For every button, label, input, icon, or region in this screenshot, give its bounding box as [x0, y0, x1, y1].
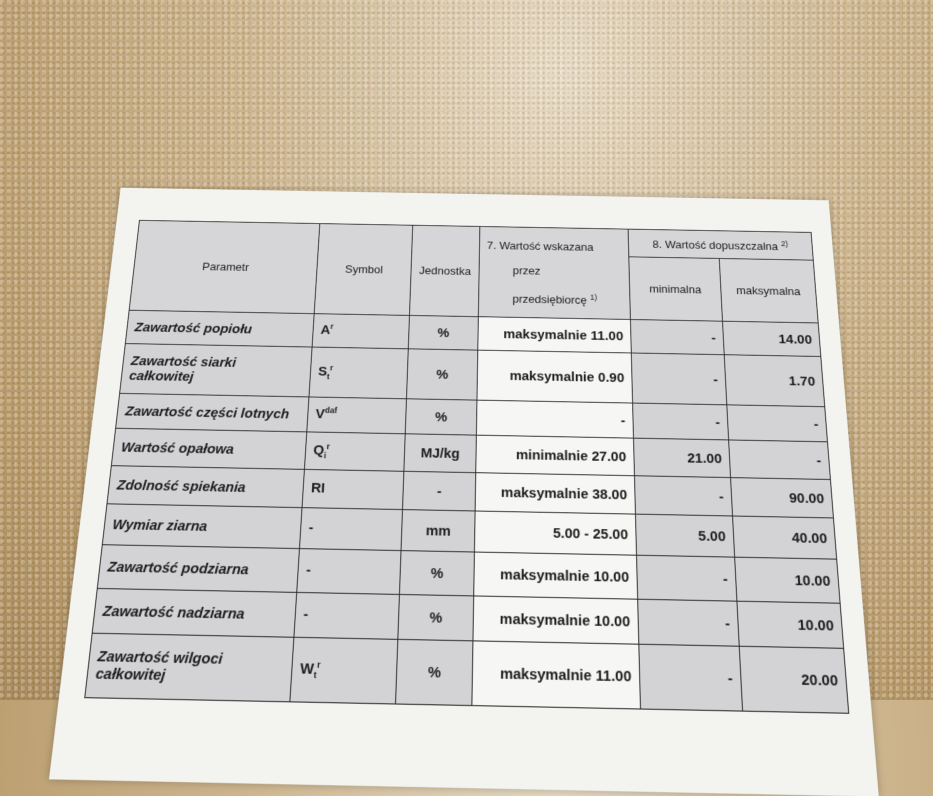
- parameter-name: Zawartość nadziarna: [92, 589, 297, 638]
- max-value: 10.00: [737, 601, 844, 648]
- header-jednostka: Jednostka: [409, 225, 479, 317]
- min-value: -: [633, 403, 729, 440]
- parameter-name: Wymiar ziarna: [102, 504, 302, 549]
- symbol-base: RI: [311, 480, 326, 496]
- min-value: -: [631, 353, 727, 405]
- declared-value: maksymalnie 38.00: [475, 473, 635, 514]
- symbol: -: [294, 593, 400, 640]
- min-value: -: [630, 320, 724, 355]
- symbol: -: [299, 508, 402, 551]
- symbol-base: -: [308, 520, 314, 536]
- header-allowed-label: 8. Wartość dopuszczalna: [652, 238, 778, 253]
- header-min: minimalna: [629, 257, 723, 321]
- fuel-parameters-table: Parametr Symbol Jednostka 7. Wartość wsk…: [84, 220, 849, 714]
- symbol: -: [297, 549, 401, 595]
- unit: %: [406, 349, 477, 400]
- parameter-name: Zawartość części lotnych: [116, 394, 309, 433]
- declared-value: minimalnie 27.00: [476, 435, 635, 476]
- min-value: -: [637, 556, 737, 602]
- document-sheet: Parametr Symbol Jednostka 7. Wartość wsk…: [49, 188, 879, 796]
- symbol-base: -: [303, 606, 309, 623]
- symbol: Wtr: [290, 638, 398, 705]
- symbol-sup: r: [330, 322, 334, 331]
- header-allowed-value: 8. Wartość dopuszczalna 2): [628, 229, 813, 260]
- parameter-name: Zawartość popiołu: [125, 311, 314, 348]
- parameter-name: Wartość opałowa: [111, 429, 306, 470]
- symbol-base: W: [300, 661, 315, 679]
- symbol: Str: [309, 347, 408, 399]
- unit: %: [395, 640, 472, 706]
- max-value: -: [729, 440, 831, 480]
- min-value: -: [639, 645, 743, 712]
- unit: MJ/kg: [404, 434, 477, 473]
- parameter-name: Zawartość wilgoci całkowitej: [85, 634, 294, 703]
- symbol: RI: [302, 470, 404, 510]
- header-parametr: Parametr: [129, 220, 320, 314]
- unit: %: [408, 316, 478, 351]
- max-value: 90.00: [731, 478, 834, 518]
- min-value: 5.00: [635, 514, 734, 557]
- header-symbol: Symbol: [314, 224, 413, 316]
- header-declared-line1: 7. Wartość wskazana: [487, 233, 622, 260]
- unit: %: [399, 551, 474, 596]
- symbol-sub: i: [324, 451, 327, 460]
- max-value: 20.00: [739, 647, 848, 714]
- symbol-sub: t: [313, 670, 316, 680]
- symbol-sup: daf: [325, 406, 338, 415]
- parameter-name: Zawartość siarki całkowitej: [120, 344, 312, 397]
- unit: %: [405, 399, 477, 435]
- symbol-sup: r: [326, 442, 330, 451]
- declared-value: maksymalnie 0.90: [477, 350, 633, 403]
- min-value: -: [638, 600, 740, 647]
- symbol-base: V: [315, 407, 325, 422]
- symbol-sup: r: [317, 660, 321, 670]
- declared-value: -: [476, 400, 633, 438]
- max-value: 14.00: [723, 321, 821, 356]
- max-value: -: [727, 405, 828, 442]
- declared-value: maksymalnie 11.00: [478, 317, 632, 353]
- header-declared-line3: przedsiębiorcę: [512, 293, 586, 307]
- symbol: Qir: [304, 432, 405, 471]
- min-value: -: [634, 476, 732, 516]
- parameter-name: Zdolność spiekania: [107, 466, 304, 508]
- unit: mm: [401, 510, 475, 552]
- max-value: 40.00: [733, 516, 837, 559]
- symbol-base: -: [306, 562, 312, 579]
- declared-value: maksymalnie 11.00: [472, 641, 641, 709]
- min-value: 21.00: [633, 438, 730, 477]
- declared-value: maksymalnie 10.00: [474, 552, 638, 599]
- symbol-base: A: [320, 323, 330, 338]
- table-header-row: Parametr Symbol Jednostka 7. Wartość wsk…: [136, 220, 813, 260]
- symbol-sup: r: [330, 364, 334, 373]
- declared-value: 5.00 - 25.00: [474, 511, 636, 555]
- max-value: 10.00: [735, 557, 840, 603]
- max-value: 1.70: [724, 355, 825, 407]
- declared-value: maksymalnie 10.00: [473, 596, 639, 644]
- footnote-2: 2): [781, 239, 789, 247]
- parameter-name: Zawartość podziarna: [97, 545, 299, 593]
- header-declared-line2: przez: [486, 258, 622, 285]
- symbol: Vdaf: [307, 397, 407, 434]
- unit: %: [398, 595, 474, 641]
- symbol-sub: t: [327, 372, 330, 381]
- footnote-1: 1): [590, 293, 597, 302]
- header-declared-value: 7. Wartość wskazana przez przedsiębiorcę…: [478, 226, 630, 319]
- symbol: Ar: [312, 314, 409, 349]
- header-max: maksymalna: [719, 259, 818, 323]
- unit: -: [402, 472, 475, 512]
